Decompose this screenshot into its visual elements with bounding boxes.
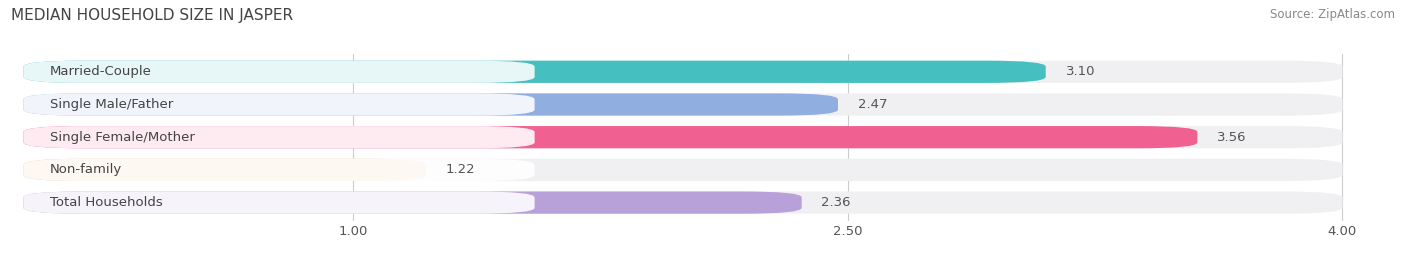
Text: Source: ZipAtlas.com: Source: ZipAtlas.com — [1270, 8, 1395, 21]
Text: 3.56: 3.56 — [1218, 131, 1247, 144]
FancyBboxPatch shape — [24, 61, 1046, 83]
FancyBboxPatch shape — [24, 61, 1343, 83]
FancyBboxPatch shape — [24, 159, 1343, 181]
Text: 2.47: 2.47 — [858, 98, 887, 111]
FancyBboxPatch shape — [24, 159, 534, 181]
Text: Non-family: Non-family — [49, 163, 122, 176]
FancyBboxPatch shape — [24, 192, 534, 214]
Text: 2.36: 2.36 — [821, 196, 851, 209]
Text: Single Male/Father: Single Male/Father — [49, 98, 173, 111]
FancyBboxPatch shape — [24, 93, 534, 116]
Text: Married-Couple: Married-Couple — [49, 65, 152, 78]
FancyBboxPatch shape — [24, 159, 426, 181]
Text: 1.22: 1.22 — [446, 163, 475, 176]
FancyBboxPatch shape — [24, 126, 1198, 148]
FancyBboxPatch shape — [24, 61, 534, 83]
FancyBboxPatch shape — [24, 126, 1343, 148]
Text: 3.10: 3.10 — [1066, 65, 1095, 78]
Text: Total Households: Total Households — [49, 196, 163, 209]
Text: MEDIAN HOUSEHOLD SIZE IN JASPER: MEDIAN HOUSEHOLD SIZE IN JASPER — [11, 8, 294, 23]
FancyBboxPatch shape — [24, 93, 1343, 116]
Text: Single Female/Mother: Single Female/Mother — [49, 131, 195, 144]
FancyBboxPatch shape — [24, 192, 1343, 214]
FancyBboxPatch shape — [24, 192, 801, 214]
FancyBboxPatch shape — [24, 93, 838, 116]
FancyBboxPatch shape — [24, 126, 534, 148]
